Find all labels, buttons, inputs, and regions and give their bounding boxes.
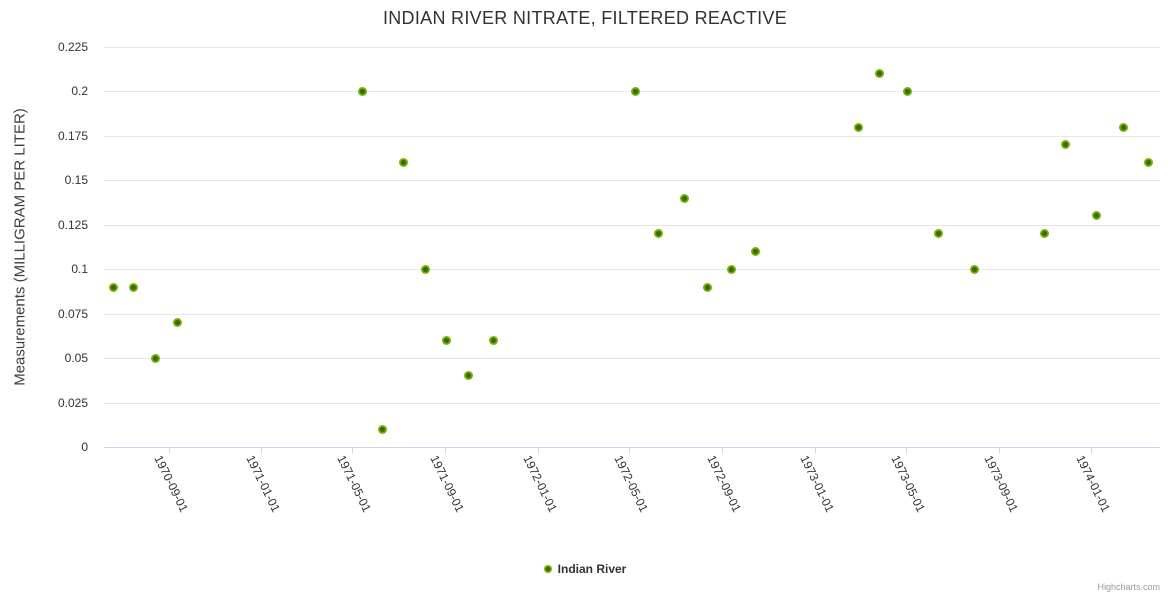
data-point[interactable]: [489, 335, 499, 345]
data-point[interactable]: [357, 86, 367, 96]
data-point[interactable]: [172, 318, 182, 328]
x-axis-tick-label: 1974-01-01: [1073, 453, 1114, 515]
x-axis-tick-label: 1972-09-01: [704, 453, 745, 515]
y-gridline: [104, 180, 1160, 182]
y-gridline: [104, 224, 1160, 226]
y-axis-title: Measurements (MILLIGRAM PER LITER): [11, 108, 29, 386]
x-axis-tick-label: 1971-01-01: [243, 453, 284, 515]
y-axis-tick-label: 0.075: [57, 306, 88, 321]
x-axis-tick-label: 1972-05-01: [611, 453, 652, 515]
y-gridline: [104, 47, 1160, 48]
legend-item-indian-river[interactable]: Indian River: [0, 562, 1170, 576]
y-axis-tick-label: 0.225: [57, 40, 88, 54]
data-point[interactable]: [653, 229, 663, 239]
x-axis-tick-mark: [814, 448, 816, 453]
data-point[interactable]: [1119, 122, 1129, 132]
x-axis-tick-mark: [261, 448, 263, 453]
x-axis-tick-label: 1972-01-01: [520, 453, 560, 515]
data-point[interactable]: [1060, 140, 1070, 150]
y-axis-tick-label: 0.1: [71, 262, 88, 277]
data-point[interactable]: [129, 282, 139, 292]
legend-marker-icon: [543, 565, 552, 573]
data-point[interactable]: [854, 122, 864, 132]
x-axis-tick-label: 1971-09-01: [427, 453, 468, 515]
data-point[interactable]: [421, 264, 431, 274]
chart-title: INDIAN RIVER NITRATE, FILTERED REACTIVE: [382, 8, 788, 28]
data-point[interactable]: [934, 229, 944, 239]
y-axis-tick-label: 0.175: [57, 128, 88, 143]
x-axis-line: [104, 447, 1160, 448]
x-axis-tick-mark: [1091, 448, 1093, 453]
y-gridline: [104, 402, 1160, 404]
data-point[interactable]: [1039, 229, 1049, 239]
data-point[interactable]: [378, 424, 388, 434]
x-axis-tick-mark: [537, 448, 539, 453]
x-axis-tick-label: 1973-09-01: [981, 453, 1021, 515]
data-point[interactable]: [680, 193, 690, 203]
data-point[interactable]: [150, 353, 160, 363]
x-axis-tick-mark: [722, 448, 724, 453]
data-point[interactable]: [463, 371, 473, 381]
y-axis-tick-label: 0.15: [64, 173, 88, 188]
data-point[interactable]: [702, 282, 712, 292]
x-axis-tick-mark: [905, 448, 907, 453]
data-point[interactable]: [108, 282, 118, 292]
x-axis-tick-mark: [629, 448, 631, 453]
data-point[interactable]: [903, 86, 913, 96]
highcharts-credit-link[interactable]: Highcharts.com: [1097, 582, 1160, 592]
y-axis-tick-label: 0.125: [57, 217, 88, 232]
y-gridline: [104, 135, 1160, 137]
y-gridline: [104, 313, 1160, 315]
data-point[interactable]: [727, 264, 737, 274]
legend-label: Indian River: [557, 562, 627, 576]
y-gridline: [104, 358, 1160, 360]
data-point[interactable]: [1091, 211, 1101, 221]
data-point[interactable]: [750, 246, 760, 256]
y-axis-tick-label: 0.025: [57, 395, 88, 410]
x-axis-tick-mark: [352, 448, 354, 453]
y-axis-tick-label: 0: [81, 440, 88, 454]
data-point[interactable]: [441, 335, 451, 345]
data-point[interactable]: [630, 86, 640, 96]
data-point[interactable]: [970, 264, 980, 274]
y-gridline: [104, 269, 1160, 271]
x-axis-tick-mark: [445, 448, 447, 453]
x-axis-tick-label: 1973-05-01: [888, 453, 928, 515]
x-axis-tick-label: 1971-05-01: [334, 453, 375, 515]
data-point[interactable]: [399, 158, 409, 168]
data-point[interactable]: [1144, 158, 1154, 168]
x-axis-tick-label: 1970-09-01: [151, 453, 192, 515]
x-axis-tick-mark: [169, 448, 171, 453]
data-point[interactable]: [875, 69, 885, 79]
x-axis-tick-mark: [998, 448, 1000, 453]
y-axis-tick-label: 0.05: [64, 351, 88, 366]
x-axis-tick-label: 1973-01-01: [797, 453, 837, 515]
y-axis-tick-label: 0.2: [71, 84, 88, 99]
